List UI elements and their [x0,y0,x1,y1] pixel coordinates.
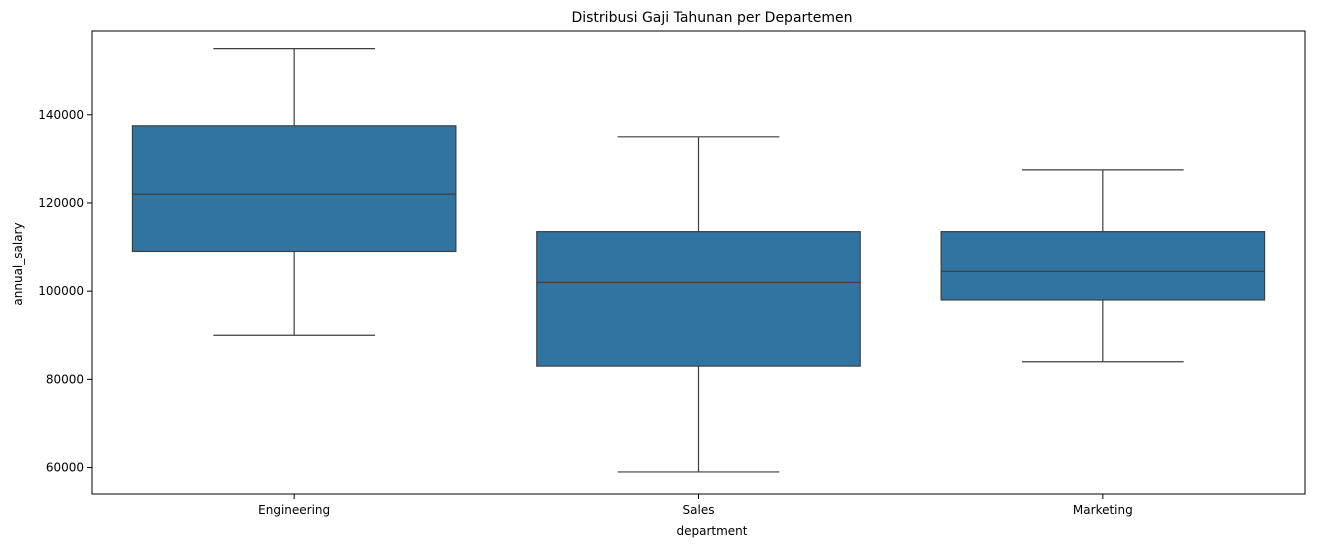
y-tick-label-60000: 60000 [46,461,84,475]
y-tick-label-100000: 100000 [38,284,84,298]
plot-frame [91,30,1306,495]
plot-area: Engineering Sales Marketing 60000 80000 10000… [38,30,1306,517]
x-tick-label-engineering: Engineering [258,503,330,517]
chart-title: Distribusi Gaji Tahunan per Departemen [571,10,852,26]
box-marketing [940,231,1266,301]
y-tick-label-140000: 140000 [38,108,84,122]
box-engineering [131,125,457,253]
x-tick-label-marketing: Marketing [1073,503,1133,517]
box-sales [536,231,861,367]
x-tick-label-sales: Sales [683,503,715,517]
y-tick-label-80000: 80000 [46,372,84,386]
y-axis-label: annual_salary [11,222,25,305]
x-axis-label: department [677,524,748,538]
y-tick-label-120000: 120000 [38,196,84,210]
